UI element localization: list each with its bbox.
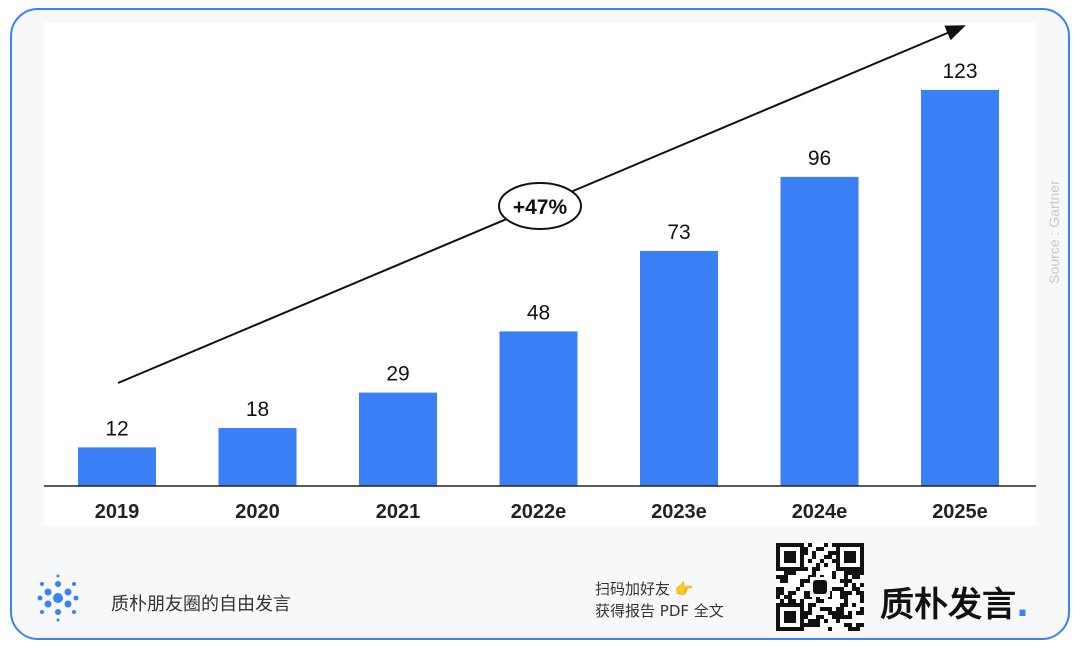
cta-line-2: 获得报告 PDF 全文 bbox=[595, 602, 724, 620]
source-note: Source : Gartner bbox=[1046, 180, 1062, 284]
value-label-2023e: 73 bbox=[667, 221, 690, 244]
brand-dot: . bbox=[1016, 585, 1029, 625]
category-label-2025e: 2025e bbox=[932, 501, 988, 523]
cta-line-1: 扫码加好友 👉 bbox=[595, 578, 724, 600]
cta-text: 扫码加好友 bbox=[595, 580, 671, 598]
bar-2022e bbox=[499, 331, 578, 486]
category-label-2021: 2021 bbox=[376, 501, 421, 523]
bar-2025e bbox=[921, 89, 999, 486]
value-label-2021: 29 bbox=[386, 363, 409, 386]
category-label-2020: 2020 bbox=[235, 501, 280, 523]
chart-area: 12 2019 18 2020 29 2021 48 2022e 73 2023e 96 2024e 1… bbox=[44, 22, 1036, 526]
brand-logo-icon bbox=[37, 574, 79, 622]
value-label-2022e: 48 bbox=[527, 301, 550, 324]
brand-name: 质朴发言. bbox=[880, 577, 1029, 626]
bar-2020 bbox=[218, 428, 297, 486]
value-label-2024e: 96 bbox=[808, 147, 831, 170]
bar-2019 bbox=[78, 447, 156, 486]
growth-annotation-ellipse bbox=[498, 182, 582, 230]
bar-chart: 12 2019 18 2020 29 2021 48 2022e 73 2023e 96 2024e 1… bbox=[44, 25, 1036, 523]
brand-text: 质朴发言 bbox=[880, 585, 1016, 625]
bar-2024e bbox=[780, 176, 859, 486]
growth-annotation: +47% bbox=[513, 196, 568, 219]
cta-block: 扫码加好友 👉 获得报告 PDF 全文 bbox=[595, 578, 724, 622]
bar-2023e bbox=[640, 250, 718, 486]
footer-caption: 质朴朋友圈的自由发言 bbox=[111, 594, 291, 615]
category-label-2019: 2019 bbox=[95, 501, 140, 523]
value-label-2019: 12 bbox=[105, 417, 128, 440]
bar-2021 bbox=[359, 392, 437, 486]
value-label-2020: 18 bbox=[246, 398, 269, 421]
value-label-2025e: 123 bbox=[942, 60, 977, 83]
category-label-2022e: 2022e bbox=[511, 501, 567, 523]
pointing-hand-icon: 👉 bbox=[674, 580, 694, 598]
category-label-2023e: 2023e bbox=[651, 501, 707, 523]
category-label-2024e: 2024e bbox=[792, 501, 848, 523]
qr-code-icon[interactable] bbox=[776, 543, 864, 631]
